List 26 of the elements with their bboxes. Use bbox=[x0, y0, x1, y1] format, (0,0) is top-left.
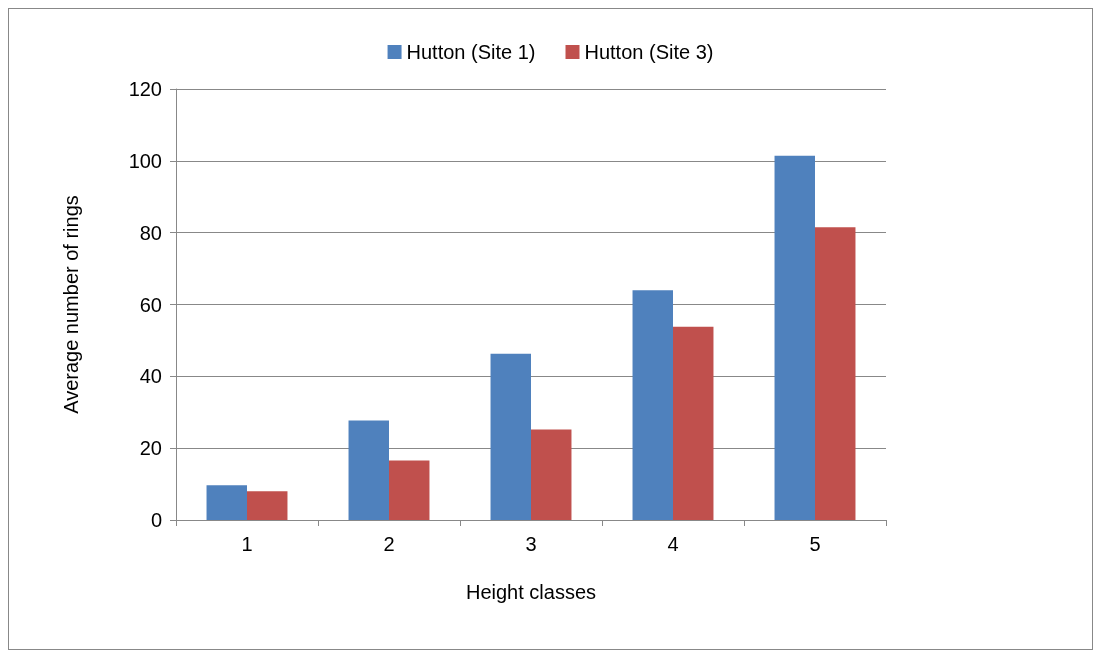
bar bbox=[632, 290, 673, 520]
legend-label: Hutton (Site 3) bbox=[584, 41, 714, 63]
x-tick-label: 2 bbox=[383, 533, 395, 555]
x-tick-label: 1 bbox=[241, 533, 253, 555]
x-tick-label: 3 bbox=[525, 533, 537, 555]
x-axis-title: Height classes bbox=[465, 581, 597, 603]
bar bbox=[490, 353, 531, 520]
y-tick-label: 100 bbox=[128, 149, 162, 172]
y-tick-label: 80 bbox=[139, 221, 162, 244]
y-tick-label: 60 bbox=[139, 293, 162, 316]
bar bbox=[206, 485, 247, 520]
y-tick-label: 120 bbox=[128, 78, 162, 100]
y-axis-title: Average number of rings bbox=[60, 195, 82, 414]
bar bbox=[389, 460, 430, 520]
legend-label: Hutton (Site 1) bbox=[406, 41, 536, 63]
x-tick-label: 4 bbox=[667, 533, 679, 555]
x-tick-label: 5 bbox=[809, 533, 821, 555]
y-tick-label: 0 bbox=[150, 509, 162, 531]
bar bbox=[247, 491, 288, 520]
y-tick-label: 40 bbox=[139, 365, 162, 388]
y-tick-label: 20 bbox=[139, 437, 162, 460]
bar bbox=[774, 155, 815, 520]
bar bbox=[815, 227, 856, 520]
bar bbox=[531, 429, 572, 520]
bar bbox=[673, 326, 714, 520]
bar bbox=[348, 420, 389, 520]
